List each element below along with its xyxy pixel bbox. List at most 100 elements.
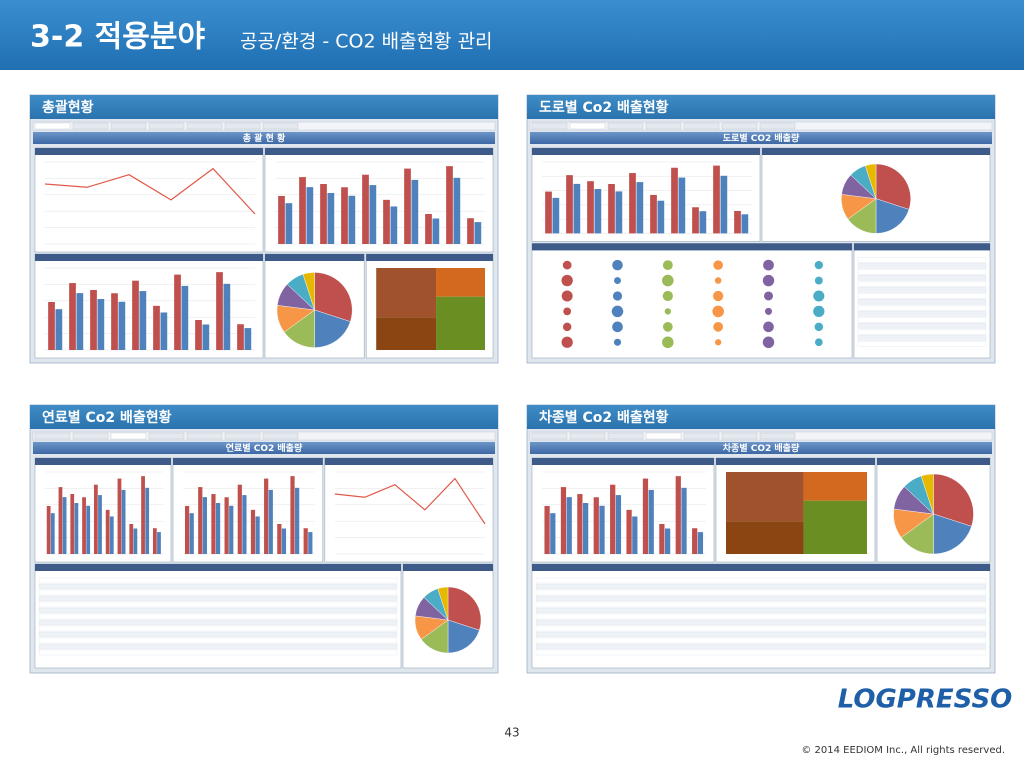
decor-bar [404,168,411,244]
decor-bar [583,503,589,554]
decor-row [535,643,987,650]
decor-bar [152,528,157,554]
decor-bar [58,487,63,554]
decor-bar [665,528,671,554]
decor-bubble [814,338,823,347]
decor-cell [803,500,867,554]
decor-bar [90,290,97,350]
decor-row [38,613,398,620]
decor-bar [141,476,145,554]
decor-slice [875,163,911,210]
decor-row [38,577,398,584]
decor-bar [50,513,55,554]
tab [110,122,147,130]
decor-bar [118,301,126,350]
decor-row [535,583,987,590]
decor-bar [713,165,720,234]
decor-bubble [561,290,573,302]
decor-bar [290,476,295,554]
decor-bar [268,489,273,554]
decor-bar [224,497,229,554]
tab [34,432,71,440]
decor-row [857,281,987,287]
decor-row [38,637,398,644]
decor-bar [341,187,348,244]
decor-bar [650,194,657,234]
decor-bar [285,203,293,244]
tab [72,432,109,440]
decor-row [857,287,987,293]
decor-bar [105,509,110,554]
decor-bar [76,293,84,350]
decor-bar [626,509,632,554]
decor-bubble [662,336,674,349]
decor-bar [74,503,79,554]
decor-bar [629,173,636,234]
decor-bar [46,505,51,554]
decor-bar [648,489,654,554]
tab [34,122,71,130]
decor-bar [632,516,638,554]
decor-bar [153,305,160,350]
decor-bubble [612,259,623,271]
decor-bubble [814,260,823,270]
decor-bar [467,218,474,244]
decor-bubble [562,322,572,332]
decor-bar [278,195,285,244]
decor-bar [692,207,699,234]
tab [531,122,568,130]
decor-bar [327,193,335,244]
decor-bar [211,494,216,554]
decor-bubble [613,338,622,346]
decor-bar [160,312,168,350]
widget-title-bar [762,148,990,155]
screen-title: 연료별 CO2 배출량 [226,442,303,454]
decor-bar [237,324,244,350]
widget-title-bar [532,564,990,571]
decor-slice [447,586,482,631]
decor-bar [86,505,91,554]
widget-title-bar [173,458,323,465]
decor-bar [446,166,453,244]
decor-bar [697,532,704,554]
decor-bubble [713,321,724,332]
decor-slice [302,272,315,311]
panel-title-bar [30,405,498,429]
decor-slice [447,619,480,654]
decor-bar [699,211,707,234]
decor-bar [550,513,556,554]
decor-row [535,607,987,614]
decor-bubble [662,260,673,271]
decor-bar [132,280,139,350]
decor-bar [97,299,105,350]
decor-row [535,625,987,632]
tab [683,432,720,440]
decor-line [44,167,256,215]
decor-bar [198,487,203,554]
decor-bar [121,489,126,554]
decor-bar [184,505,190,554]
decor-row [535,631,987,638]
decor-row [535,595,987,602]
decor-bar [277,523,282,554]
slide-title: 3-2 적용분야 [30,20,205,55]
decor-bubble [614,277,621,285]
decor-bubble [664,308,671,315]
screen-title: 도로별 CO2 배출량 [723,132,800,144]
decor-bar [577,494,583,554]
page-number: 43 [504,726,519,740]
decor-bar [474,222,482,244]
decor-bar [552,197,560,234]
decor-bar [453,177,461,244]
decor-bar [109,516,114,554]
decor-bar [566,497,572,554]
tab [721,432,758,440]
decor-bubble [563,307,572,316]
tab [531,432,568,440]
tab [72,122,109,130]
decor-bar [98,495,102,554]
decor-bar [145,487,150,554]
decor-bar [139,291,147,350]
